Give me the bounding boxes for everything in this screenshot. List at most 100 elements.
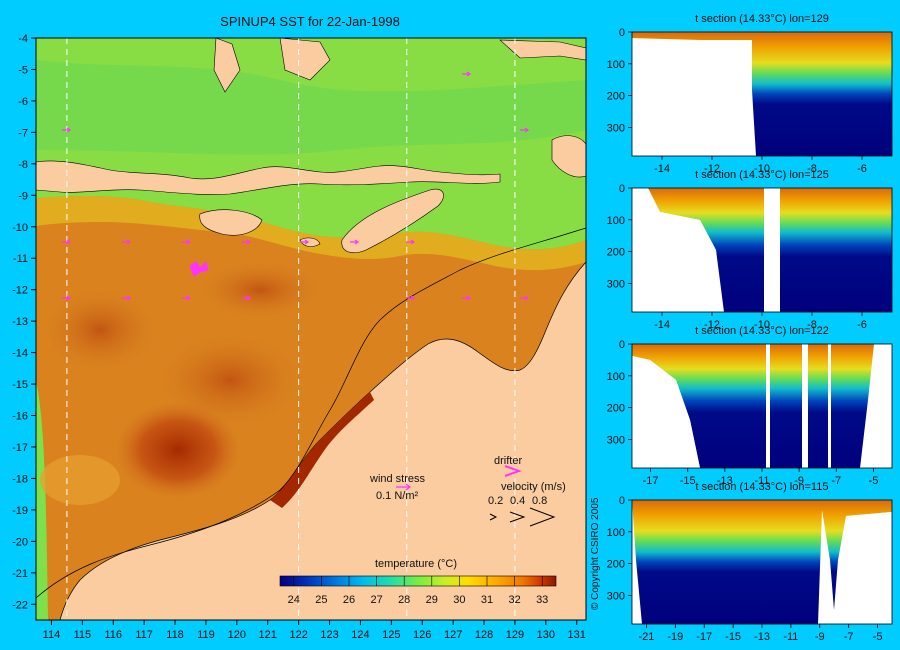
wind-stress-label: wind stress [369,473,426,485]
section-3-gap-2 [802,344,808,468]
section-1-land [632,40,756,156]
island-north-2 [279,37,331,81]
section-x-tick-label: -12 [704,163,720,175]
main-y-tick-label: -16 [12,411,28,423]
main-map-x-axis: 114 115 116 117 118 119 120 121 122 123 124 125 126 1… [43,620,586,641]
drifter-marker-icon [504,465,522,477]
main-y-tick-label: -4 [18,33,28,45]
main-y-tick-label: -7 [18,127,28,139]
section-3-title: t section (14.33°C) lon=122 [695,325,829,337]
section-y-tick-label: 100 [607,215,625,227]
main-y-tick-label: -8 [18,159,28,171]
main-x-tick-label: 121 [259,629,277,641]
main-y-tick-label: -11 [13,253,28,265]
colorbar-tick-label: 26 [343,594,355,606]
colorbar-title: temperature (°C) [375,558,457,570]
section-x-tick-label: -17 [696,631,712,643]
wind-stress-arrows [62,71,530,301]
section-x-tick-label: -21 [638,631,654,643]
colorbar-tick-label: 29 [426,594,438,606]
section-x-tick-label: -7 [831,475,841,487]
section-x-tick-label: -7 [844,631,854,643]
velocity-arrow-medium [509,511,526,523]
warm-eddy-central [160,335,300,425]
section-y-tick-label: 0 [619,339,625,351]
velocity-arrow-large [529,507,556,527]
wind-stress-scale-label: 0.1 N/m² [376,490,419,502]
main-y-tick-label: -22 [12,599,28,611]
main-x-tick-label: 120 [228,629,246,641]
main-x-tick-label: 115 [74,629,92,641]
colorbar: temperature (°C) 24 25 26 27 28 29 30 31 32 33 [279,558,557,606]
section-y-tick-label: 0 [619,27,625,39]
section-y-tick-label: 200 [607,91,625,103]
section-x-tick-label: -19 [667,631,683,643]
section-x-tick-label: -8 [807,319,817,331]
island-timor [341,188,444,253]
section-1-y-axis: 0 100 200 300 [607,27,632,134]
main-y-tick-label: -14 [12,348,28,360]
section-4-y-axis: 0 100 200 300 [607,495,632,602]
section-x-tick-label: -14 [654,163,670,175]
colorbar-tick-label: 24 [288,594,300,606]
colorbar-tick-label: 30 [453,594,465,606]
section-x-tick-label: -13 [754,631,770,643]
map-legend: wind stress 0.1 N/m² drifter velocity (m… [369,455,566,527]
section-1-title: t section (14.33°C) lon=129 [695,13,829,25]
warm-eddy-west [45,290,155,370]
main-x-tick-label: 124 [351,629,369,641]
velocity-scale-1: 0.4 [510,495,525,507]
main-x-tick-label: 126 [413,629,431,641]
section-panel-1: t section (14.33°C) lon=129 -14 -12 -10 -8-… [607,13,893,175]
section-2-x-axis: -14 -12 -10 -8 -6 [654,312,867,331]
section-4-land-east [842,512,892,624]
copyright-notice: © Copyright CSIRO 2005 [590,497,601,610]
colorbar-tick-label: 32 [508,594,520,606]
colorbar-tick-label: 33 [536,594,548,606]
colorbar-tick-label: 27 [370,594,382,606]
main-y-tick-label: -20 [12,536,28,548]
section-3-land-west [632,356,700,468]
drifter-track [189,261,209,277]
section-x-tick-label: -11 [754,475,769,487]
section-3-y-axis: 0 100 200 300 [607,339,632,446]
section-y-tick-label: 300 [607,590,625,602]
main-map-plot [35,37,587,621]
colorbar-ticks: 24 25 26 27 28 29 30 31 32 33 [288,576,548,606]
main-map-frame [35,37,587,621]
section-x-tick-label: -11 [783,631,798,643]
velocity-label: velocity (m/s) [501,481,566,493]
warm-eddy-north [200,262,320,318]
section-y-tick-label: 300 [607,122,625,134]
main-x-tick-label: 123 [320,629,338,641]
section-4-x-axis: -21 -19 -17 -15 -13 -11 -9 -7 -5 [638,624,882,643]
section-4-title: t section (14.33°C) lon=115 [696,481,829,493]
main-x-tick-label: 118 [166,629,184,641]
main-x-tick-label: 119 [197,629,215,641]
section-4-field [632,500,892,624]
section-x-tick-label: -9 [815,631,825,643]
section-x-tick-label: -5 [873,631,883,643]
warm-eddy-south [116,402,240,498]
section-panel-3: t section (14.33°C) lon=122 -17 -15 -13 -11… [607,325,893,487]
section-y-tick-label: 200 [607,559,625,571]
section-y-tick-label: 0 [619,495,625,507]
section-3-field [632,344,892,468]
colorbar-tick-label: 28 [398,594,410,606]
section-x-tick-label: -14 [654,319,670,331]
section-3-gap-1 [766,344,770,468]
velocity-scale-0: 0.2 [488,495,503,507]
main-y-tick-label: -21 [12,568,28,580]
shelf-contour [35,227,587,599]
island-flores-chain [35,160,501,195]
transition-band [36,196,586,271]
main-y-tick-label: -15 [12,379,28,391]
drifter-label: drifter [494,455,522,467]
section-x-tick-label: -6 [857,163,867,175]
main-x-tick-label: 128 [475,629,493,641]
main-x-tick-label: 114 [43,629,61,641]
cool-eddy [40,455,120,505]
main-y-tick-label: -18 [12,473,28,485]
colorbar-tick-label: 31 [481,594,493,606]
